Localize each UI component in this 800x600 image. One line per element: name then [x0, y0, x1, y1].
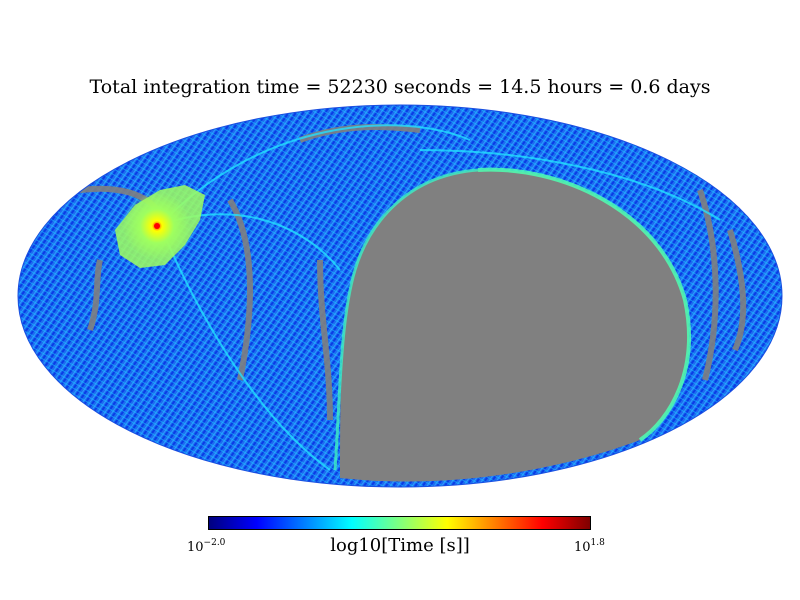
unobserved-region — [340, 169, 689, 482]
scan-arcs — [159, 124, 721, 471]
colorbar-max-label: 101.8 — [574, 538, 605, 555]
colorbar — [208, 516, 591, 530]
map-title: Total integration time = 52230 seconds =… — [89, 76, 711, 98]
colorbar-min-label: 10−2.0 — [187, 538, 226, 555]
map-outline — [17, 104, 783, 488]
high-exposure-spot — [115, 185, 205, 268]
colorbar-label: log10[Time [s]] — [330, 535, 470, 556]
region-rim — [477, 167, 691, 442]
